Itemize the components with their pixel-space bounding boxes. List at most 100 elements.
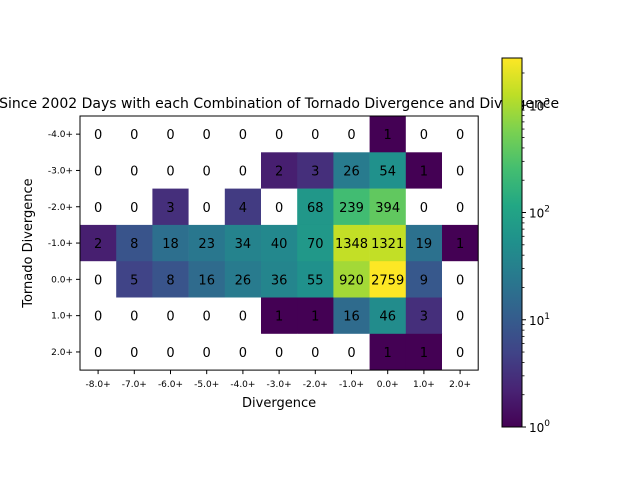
heatmap-cell [369,297,407,335]
heatmap-cells [80,116,479,371]
heatmap-cell [405,297,443,335]
cell-value-label: 0 [203,164,211,179]
x-tick-label: -6.0+ [158,380,183,390]
y-tick-label: -4.0+ [48,130,73,140]
cell-value-label: 1 [456,237,464,252]
heatmap-cell [80,116,117,153]
heatmap-cell-labels: 0 0 0 0 0 0 0 0 1 0 00 0 0 0 0 2 3 26 54 1 00 0 3 0 4 0 68 239 394 0 0… [94,128,464,361]
cell-value-label: 46 [379,310,396,325]
cell-value-label: 55 [307,273,324,288]
cell-value-label: 0 [456,310,464,325]
heatmap-cell [297,188,334,226]
heatmap-cell [188,333,226,371]
cell-value-label: 394 [375,201,400,216]
cell-value-label: 0 [456,201,464,216]
heatmap-cell [333,261,370,298]
heatmap-cell [80,261,117,298]
cell-value-label: 0 [275,346,283,361]
colorbar [501,57,523,428]
heatmap-cell [80,224,117,262]
heatmap-cell [224,297,262,335]
cell-value-label: 3 [311,164,319,179]
heatmap-cell [369,261,407,298]
cell-value-label: 1 [275,310,283,325]
cell-value-label: 0 [94,346,102,361]
x-tick-label: -5.0+ [194,380,219,390]
heatmap-cell [297,261,334,298]
heatmap-cell [80,152,117,189]
cell-value-label: 0 [275,128,283,143]
heatmap-cell [405,333,443,371]
heatmap-cell [405,188,443,226]
cell-value-label: 0 [130,346,138,361]
cell-value-label: 0 [166,310,174,325]
cell-value-label: 0 [130,201,138,216]
y-tick-label: -1.0+ [48,239,73,249]
cell-value-label: 0 [94,201,102,216]
y-tick-label: -2.0+ [48,203,73,213]
heatmap-cell [116,224,153,262]
cell-value-label: 19 [416,237,433,252]
cell-value-label: 1 [420,346,428,361]
heatmap-cell [333,224,370,262]
cell-value-label: 0 [239,164,247,179]
cell-value-label: 70 [307,237,324,252]
heatmap-cell [442,261,479,298]
cell-value-label: 5 [130,273,138,288]
heatmap-cell [261,116,298,153]
heatmap-cell [261,152,298,189]
cell-value-label: 0 [239,128,247,143]
heatmap-cell [116,188,153,226]
y-tick-label: 1.0+ [51,312,73,322]
heatmap-cell [442,188,479,226]
cell-value-label: 1 [384,346,392,361]
cell-value-label: 0 [94,128,102,143]
x-tick-label: -1.0+ [339,380,364,390]
heatmap-cell [442,224,479,262]
heatmap-cell [152,224,189,262]
cell-value-label: 0 [456,346,464,361]
heatmap-cell [152,152,189,189]
heatmap-cell [442,116,479,153]
heatmap-cell [116,261,153,298]
heatmap-cell [152,261,189,298]
cell-value-label: 2 [94,237,102,252]
heatmap-cell [261,261,298,298]
cell-value-label: 0 [94,164,102,179]
heatmap-cell [261,297,298,335]
heatmap-cell [261,188,298,226]
heatmap-cell [333,297,370,335]
x-tick-label: -8.0+ [86,380,111,390]
cell-value-label: 0 [311,128,319,143]
heatmap-cell [333,188,370,226]
cell-value-label: 18 [162,237,179,252]
heatmap-cell [333,333,370,371]
heatmap-cell [188,297,226,335]
heatmap-cell [80,333,117,371]
x-axis-label: Divergence [242,396,316,411]
cell-value-label: 0 [347,346,355,361]
cell-value-label: 26 [235,273,252,288]
cell-value-label: 0 [456,164,464,179]
cell-value-label: 920 [339,273,364,288]
heatmap-cell [369,116,407,153]
y-axis-label: Tornado Divergence [21,178,36,308]
colorbar-tick-label: 103 [529,97,550,113]
heatmap-cell [224,116,262,153]
cell-value-label: 0 [203,128,211,143]
cell-value-label: 0 [166,128,174,143]
cell-value-label: 1 [384,128,392,143]
cell-value-label: 54 [379,164,396,179]
cell-value-label: 3 [166,201,174,216]
heatmap-cell [188,188,226,226]
heatmap-cell [405,224,443,262]
heatmap-cell [369,188,407,226]
heatmap-cell [442,297,479,335]
heatmap-cell [152,333,189,371]
heatmap-cell [405,116,443,153]
heatmap-cell [369,224,407,262]
heatmap-cell [442,333,479,371]
heatmap-cell [152,116,189,153]
cell-value-label: 0 [94,273,102,288]
heatmap-cell [116,152,153,189]
